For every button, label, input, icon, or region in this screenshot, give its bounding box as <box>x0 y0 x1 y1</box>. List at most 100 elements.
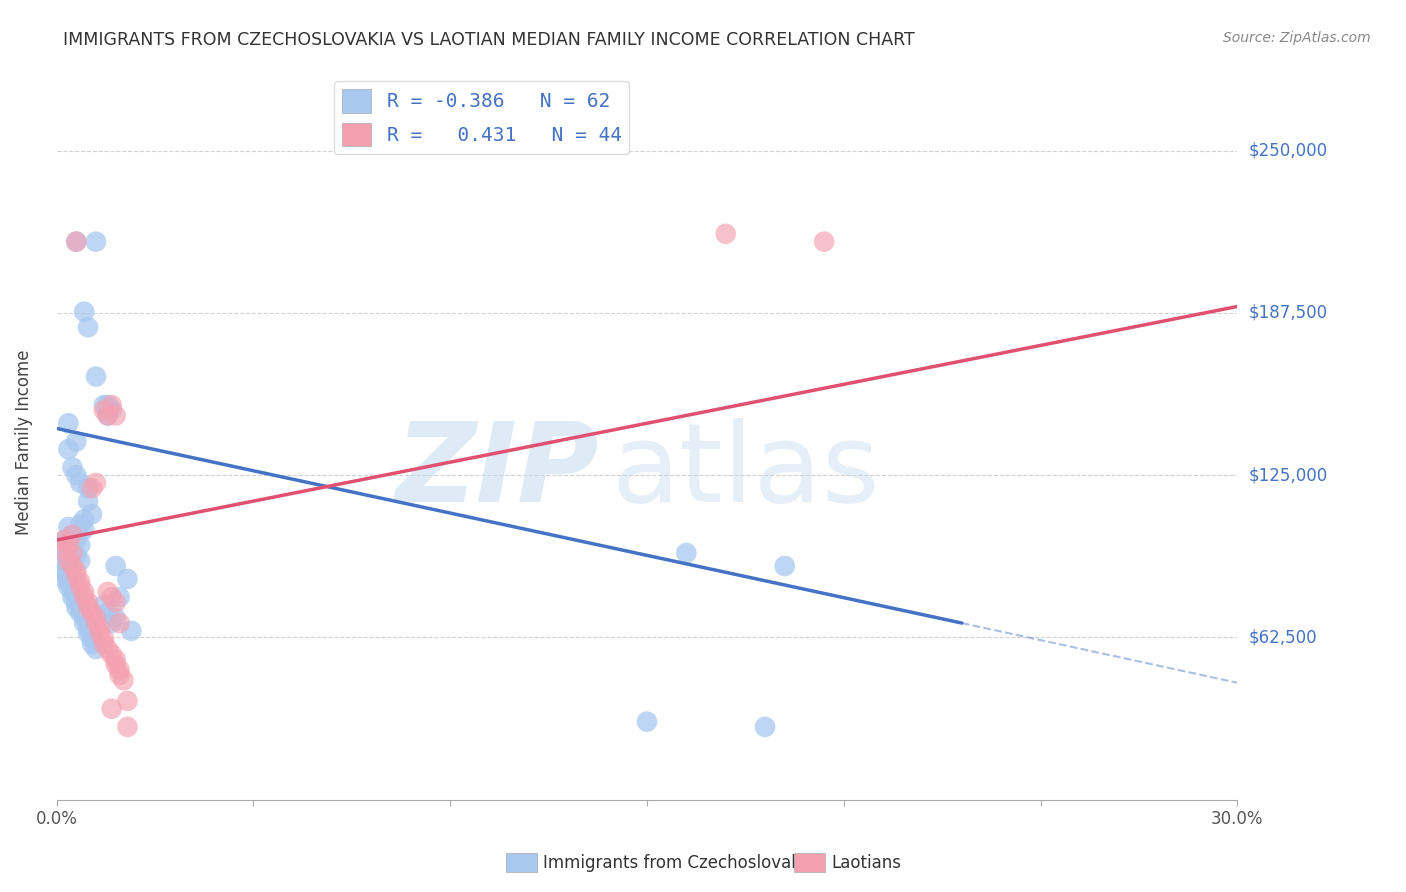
Text: Laotians: Laotians <box>831 854 901 871</box>
Point <box>53 533 76 547</box>
Point <box>65 468 87 483</box>
Point <box>97 642 120 657</box>
Point <box>84 642 107 657</box>
Point <box>104 611 127 625</box>
Point <box>77 626 100 640</box>
Point <box>58 538 80 552</box>
Point <box>60 559 83 574</box>
Point <box>69 580 91 594</box>
Text: atlas: atlas <box>612 417 880 524</box>
Text: $187,500: $187,500 <box>1249 304 1327 322</box>
Point <box>104 652 127 666</box>
Point <box>84 369 107 384</box>
Point <box>100 398 122 412</box>
Point <box>65 235 87 249</box>
Point <box>60 528 83 542</box>
Point <box>60 528 83 542</box>
Point <box>53 546 76 560</box>
Point <box>69 538 91 552</box>
Point <box>58 520 80 534</box>
Point <box>49 538 72 552</box>
Point <box>53 572 76 586</box>
Point <box>104 657 127 672</box>
Point <box>117 572 139 586</box>
Point <box>60 585 83 599</box>
Point <box>65 600 87 615</box>
Point <box>108 616 131 631</box>
Point <box>117 720 139 734</box>
Point <box>84 616 107 631</box>
Point <box>80 637 103 651</box>
Point <box>97 409 120 423</box>
Point <box>93 403 115 417</box>
Point <box>60 546 83 560</box>
Point <box>53 533 76 547</box>
Point <box>77 494 100 508</box>
Point <box>73 611 96 625</box>
Point <box>112 673 135 688</box>
Point <box>65 533 87 547</box>
Point <box>714 227 737 241</box>
Point <box>77 621 100 635</box>
Point <box>117 694 139 708</box>
Point <box>73 304 96 318</box>
Point <box>80 481 103 495</box>
Text: Source: ZipAtlas.com: Source: ZipAtlas.com <box>1223 31 1371 45</box>
Point <box>97 398 120 412</box>
Point <box>120 624 142 638</box>
Point <box>65 564 87 578</box>
Point <box>93 598 115 612</box>
Point <box>104 595 127 609</box>
Point <box>60 590 83 604</box>
Point <box>73 512 96 526</box>
Point <box>69 475 91 490</box>
Point <box>77 481 100 495</box>
Point <box>104 409 127 423</box>
Point <box>754 720 776 734</box>
Point <box>80 606 103 620</box>
Point <box>58 442 80 457</box>
Point <box>108 590 131 604</box>
Point <box>100 702 122 716</box>
Point <box>53 543 76 558</box>
Text: $125,000: $125,000 <box>1249 467 1327 484</box>
Point <box>84 475 107 490</box>
Point <box>100 403 122 417</box>
Point <box>60 543 83 558</box>
Text: Immigrants from Czechoslovakia: Immigrants from Czechoslovakia <box>543 854 815 871</box>
Point <box>58 554 80 568</box>
Point <box>58 574 80 589</box>
Point <box>73 523 96 537</box>
Text: $250,000: $250,000 <box>1249 142 1327 160</box>
Point <box>65 235 87 249</box>
Point <box>80 507 103 521</box>
Point <box>675 546 697 560</box>
Point <box>60 460 83 475</box>
Point <box>73 590 96 604</box>
Point <box>73 616 96 631</box>
Text: IMMIGRANTS FROM CZECHOSLOVAKIA VS LAOTIAN MEDIAN FAMILY INCOME CORRELATION CHART: IMMIGRANTS FROM CZECHOSLOVAKIA VS LAOTIA… <box>63 31 915 49</box>
Point <box>65 549 87 563</box>
Point <box>108 663 131 677</box>
Point <box>100 616 122 631</box>
Point <box>58 580 80 594</box>
Text: $62,500: $62,500 <box>1249 628 1317 647</box>
Point <box>104 559 127 574</box>
Point <box>636 714 658 729</box>
Point <box>58 417 80 431</box>
Point <box>49 564 72 578</box>
Point <box>93 398 115 412</box>
Point <box>77 595 100 609</box>
Point <box>69 574 91 589</box>
Point <box>58 554 80 568</box>
Point <box>108 668 131 682</box>
Point <box>49 554 72 568</box>
Point <box>100 590 122 604</box>
Point <box>65 569 87 583</box>
Y-axis label: Median Family Income: Median Family Income <box>15 350 32 535</box>
Point <box>97 585 120 599</box>
Point <box>69 606 91 620</box>
Point <box>80 632 103 646</box>
Point <box>97 409 120 423</box>
Point <box>53 564 76 578</box>
